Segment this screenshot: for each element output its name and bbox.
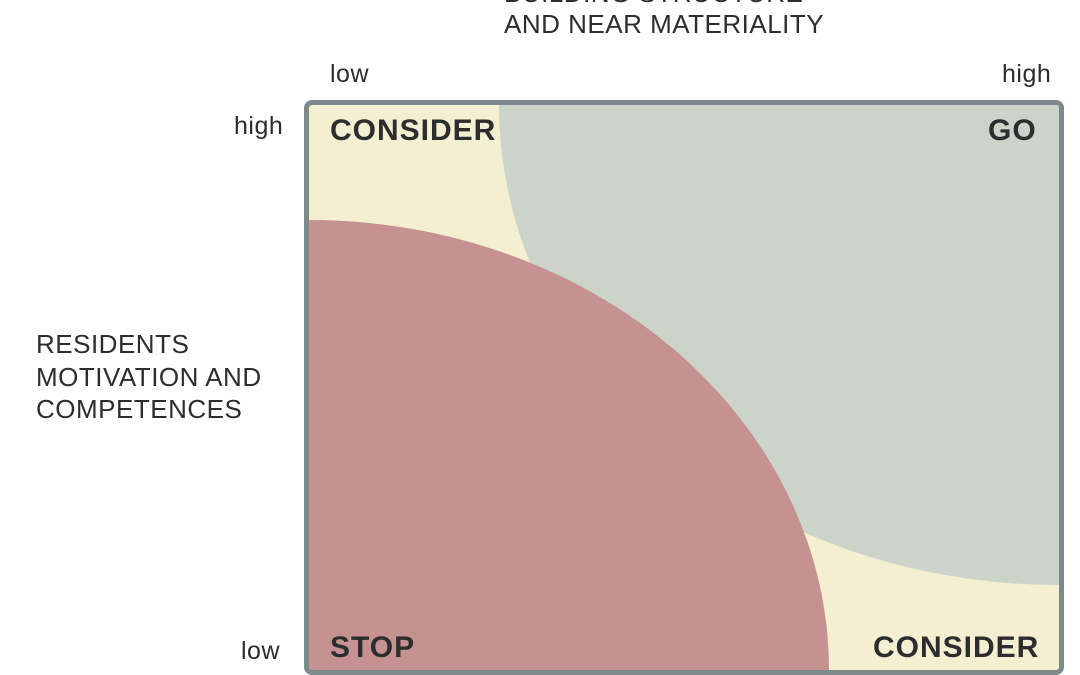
matrix-regions-svg	[309, 105, 1059, 670]
x-axis-title: BUILDING STRUCTUREAND NEAR MATERIALITY	[504, 0, 824, 40]
x-tick-high: high	[1002, 60, 1051, 89]
region-label-bottom_right: CONSIDER	[873, 631, 1039, 665]
y-axis-title-line1: RESIDENTS	[36, 328, 262, 361]
y-axis-title-line2: MOTIVATION AND	[36, 361, 262, 394]
diagram-canvas: BUILDING STRUCTUREAND NEAR MATERIALITY lo…	[0, 0, 1080, 675]
y-axis-title-line3: COMPETENCES	[36, 393, 262, 426]
x-tick-low: low	[330, 60, 369, 89]
matrix-frame	[304, 100, 1064, 675]
region-label-bottom_left: STOP	[330, 631, 415, 665]
x-axis-title-line2: AND NEAR MATERIALITY	[504, 9, 824, 40]
region-label-top_right: GO	[988, 114, 1037, 148]
y-axis-title: RESIDENTSMOTIVATION ANDCOMPETENCES	[36, 328, 262, 426]
y-tick-high: high	[234, 112, 283, 141]
x-axis-title-line1: BUILDING STRUCTURE	[504, 0, 824, 9]
y-tick-low: low	[241, 637, 280, 666]
region-label-top_left: CONSIDER	[330, 114, 496, 148]
